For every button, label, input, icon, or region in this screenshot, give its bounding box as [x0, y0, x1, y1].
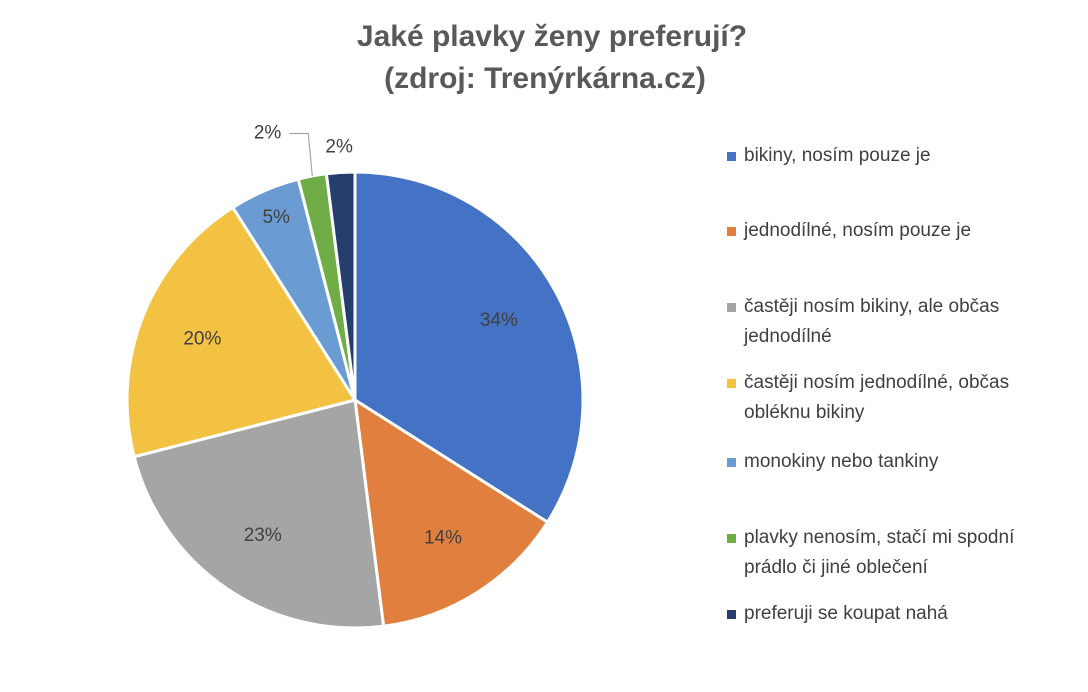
chart-title: Jaké plavky ženy preferují?	[357, 20, 747, 53]
legend-item: bikiny, nosím pouze je	[727, 141, 1067, 171]
pie-slice	[353, 397, 550, 628]
legend-swatch	[727, 152, 736, 161]
legend-swatch	[727, 379, 736, 388]
legend-label: častěji nosím bikiny, ale občas jednodíl…	[744, 296, 1000, 347]
pie-slice	[132, 398, 386, 630]
data-label: 34%	[480, 310, 518, 331]
legend-swatch	[727, 610, 736, 619]
legend-label: bikiny, nosím pouze je	[744, 145, 931, 166]
legend-item: častěji nosím jednodílné, občas obléknu …	[727, 368, 1067, 428]
chart-subtitle: (zdroj: Trenýrkárna.cz)	[384, 62, 706, 95]
pie-slice	[324, 170, 357, 401]
legend-label: plavky nenosím, stačí mi spodní prádlo č…	[744, 527, 1015, 578]
legend-label: monokiny nebo tankiny	[744, 451, 939, 472]
legend-swatch	[727, 458, 736, 467]
legend-item: častěji nosím bikiny, ale občas jednodíl…	[727, 292, 1067, 352]
legend-swatch	[727, 303, 736, 312]
legend-swatch	[727, 227, 736, 236]
data-label: 20%	[183, 329, 221, 350]
data-label: 2%	[254, 122, 282, 143]
legend-item: plavky nenosím, stačí mi spodní prádlo č…	[727, 523, 1067, 583]
legend-item: jednodílné, nosím pouze je	[727, 216, 1067, 246]
data-label: 2%	[325, 137, 353, 158]
legend-item: monokiny nebo tankiny	[727, 447, 1067, 477]
legend-swatch	[727, 534, 736, 543]
leader-line	[289, 132, 313, 177]
data-label: 5%	[262, 207, 290, 228]
legend-label: jednodílné, nosím pouze je	[744, 220, 972, 241]
legend-label: preferuji se koupat nahá	[744, 603, 948, 624]
data-label: 14%	[424, 528, 462, 549]
legend-label: častěji nosím jednodílné, občas obléknu …	[744, 372, 1010, 423]
data-label: 23%	[244, 525, 282, 546]
legend-item: preferuji se koupat nahá	[727, 599, 1067, 629]
pie-slice	[125, 205, 358, 459]
